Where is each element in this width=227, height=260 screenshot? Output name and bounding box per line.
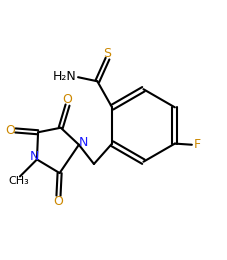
Text: O: O [5, 124, 15, 137]
Text: N: N [30, 150, 39, 163]
Text: O: O [53, 195, 63, 208]
Text: S: S [103, 47, 111, 60]
Text: O: O [62, 93, 72, 106]
Text: N: N [78, 136, 87, 149]
Text: H₂N: H₂N [53, 70, 76, 83]
Text: F: F [193, 138, 200, 151]
Text: CH₃: CH₃ [8, 177, 29, 186]
